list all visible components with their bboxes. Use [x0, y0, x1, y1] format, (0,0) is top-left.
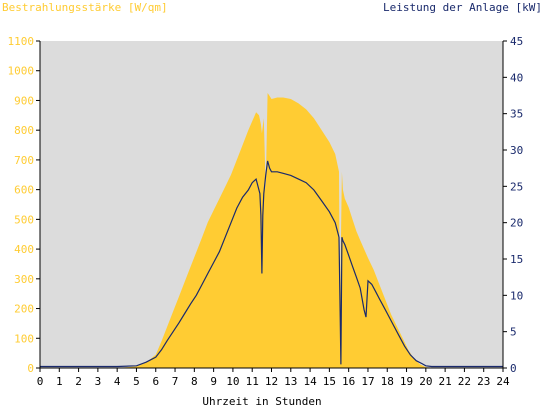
right-y-tick-label: 35 [510, 108, 523, 121]
x-tick-label: 6 [152, 375, 159, 388]
right-y-tick-label: 0 [510, 362, 517, 375]
left-y-tick-label: 900 [14, 94, 34, 107]
right-y-tick-label: 15 [510, 253, 523, 266]
x-axis-title: Uhrzeit in Stunden [202, 395, 321, 408]
left-y-tick-label: 200 [14, 303, 34, 316]
left-y-tick-label: 600 [14, 184, 34, 197]
x-tick-label: 17 [361, 375, 374, 388]
x-tick-label: 7 [172, 375, 179, 388]
right-y-tick-label: 30 [510, 144, 523, 157]
left-y-tick-label: 0 [27, 362, 34, 375]
left-axis-title: Bestrahlungsstärke [W/qm] [2, 1, 168, 14]
x-tick-label: 1 [56, 375, 63, 388]
left-y-tick-label: 1100 [8, 35, 35, 48]
x-tick-label: 16 [342, 375, 355, 388]
x-tick-label: 0 [37, 375, 44, 388]
x-tick-label: 2 [75, 375, 82, 388]
x-tick-label: 22 [458, 375, 471, 388]
right-y-tick-label: 45 [510, 35, 523, 48]
left-y-tick-label: 800 [14, 124, 34, 137]
x-tick-label: 12 [265, 375, 278, 388]
right-y-tick-label: 10 [510, 289, 523, 302]
x-tick-label: 10 [226, 375, 239, 388]
right-axis-title: Leistung der Anlage [kW] [383, 1, 542, 14]
right-y-tick-label: 25 [510, 180, 523, 193]
right-y-tick-label: 20 [510, 217, 523, 230]
left-y-tick-label: 700 [14, 154, 34, 167]
power-line-series [40, 160, 503, 368]
x-tick-label: 8 [191, 375, 198, 388]
x-tick-label: 13 [284, 375, 297, 388]
left-y-tick-label: 500 [14, 213, 34, 226]
left-y-tick-label: 400 [14, 243, 34, 256]
x-tick-label: 24 [496, 375, 510, 388]
left-y-tick-label: 1000 [8, 65, 35, 78]
left-y-tick-label: 300 [14, 273, 34, 286]
x-tick-label: 3 [95, 375, 102, 388]
x-tick-label: 14 [303, 375, 317, 388]
x-tick-label: 19 [400, 375, 413, 388]
x-tick-label: 18 [381, 375, 394, 388]
x-tick-label: 21 [439, 375, 452, 388]
x-tick-label: 15 [323, 375, 336, 388]
right-y-tick-label: 5 [510, 326, 517, 339]
irradiance-area-series [40, 93, 503, 368]
x-tick-label: 5 [133, 375, 140, 388]
x-tick-label: 4 [114, 375, 121, 388]
x-tick-label: 9 [210, 375, 217, 388]
x-tick-label: 23 [477, 375, 490, 388]
axis-ticks: 0100200300400500600700800900100011000510… [8, 35, 524, 388]
right-y-tick-label: 40 [510, 71, 523, 84]
left-y-tick-label: 100 [14, 332, 34, 345]
x-tick-label: 11 [246, 375, 259, 388]
x-tick-label: 20 [419, 375, 432, 388]
